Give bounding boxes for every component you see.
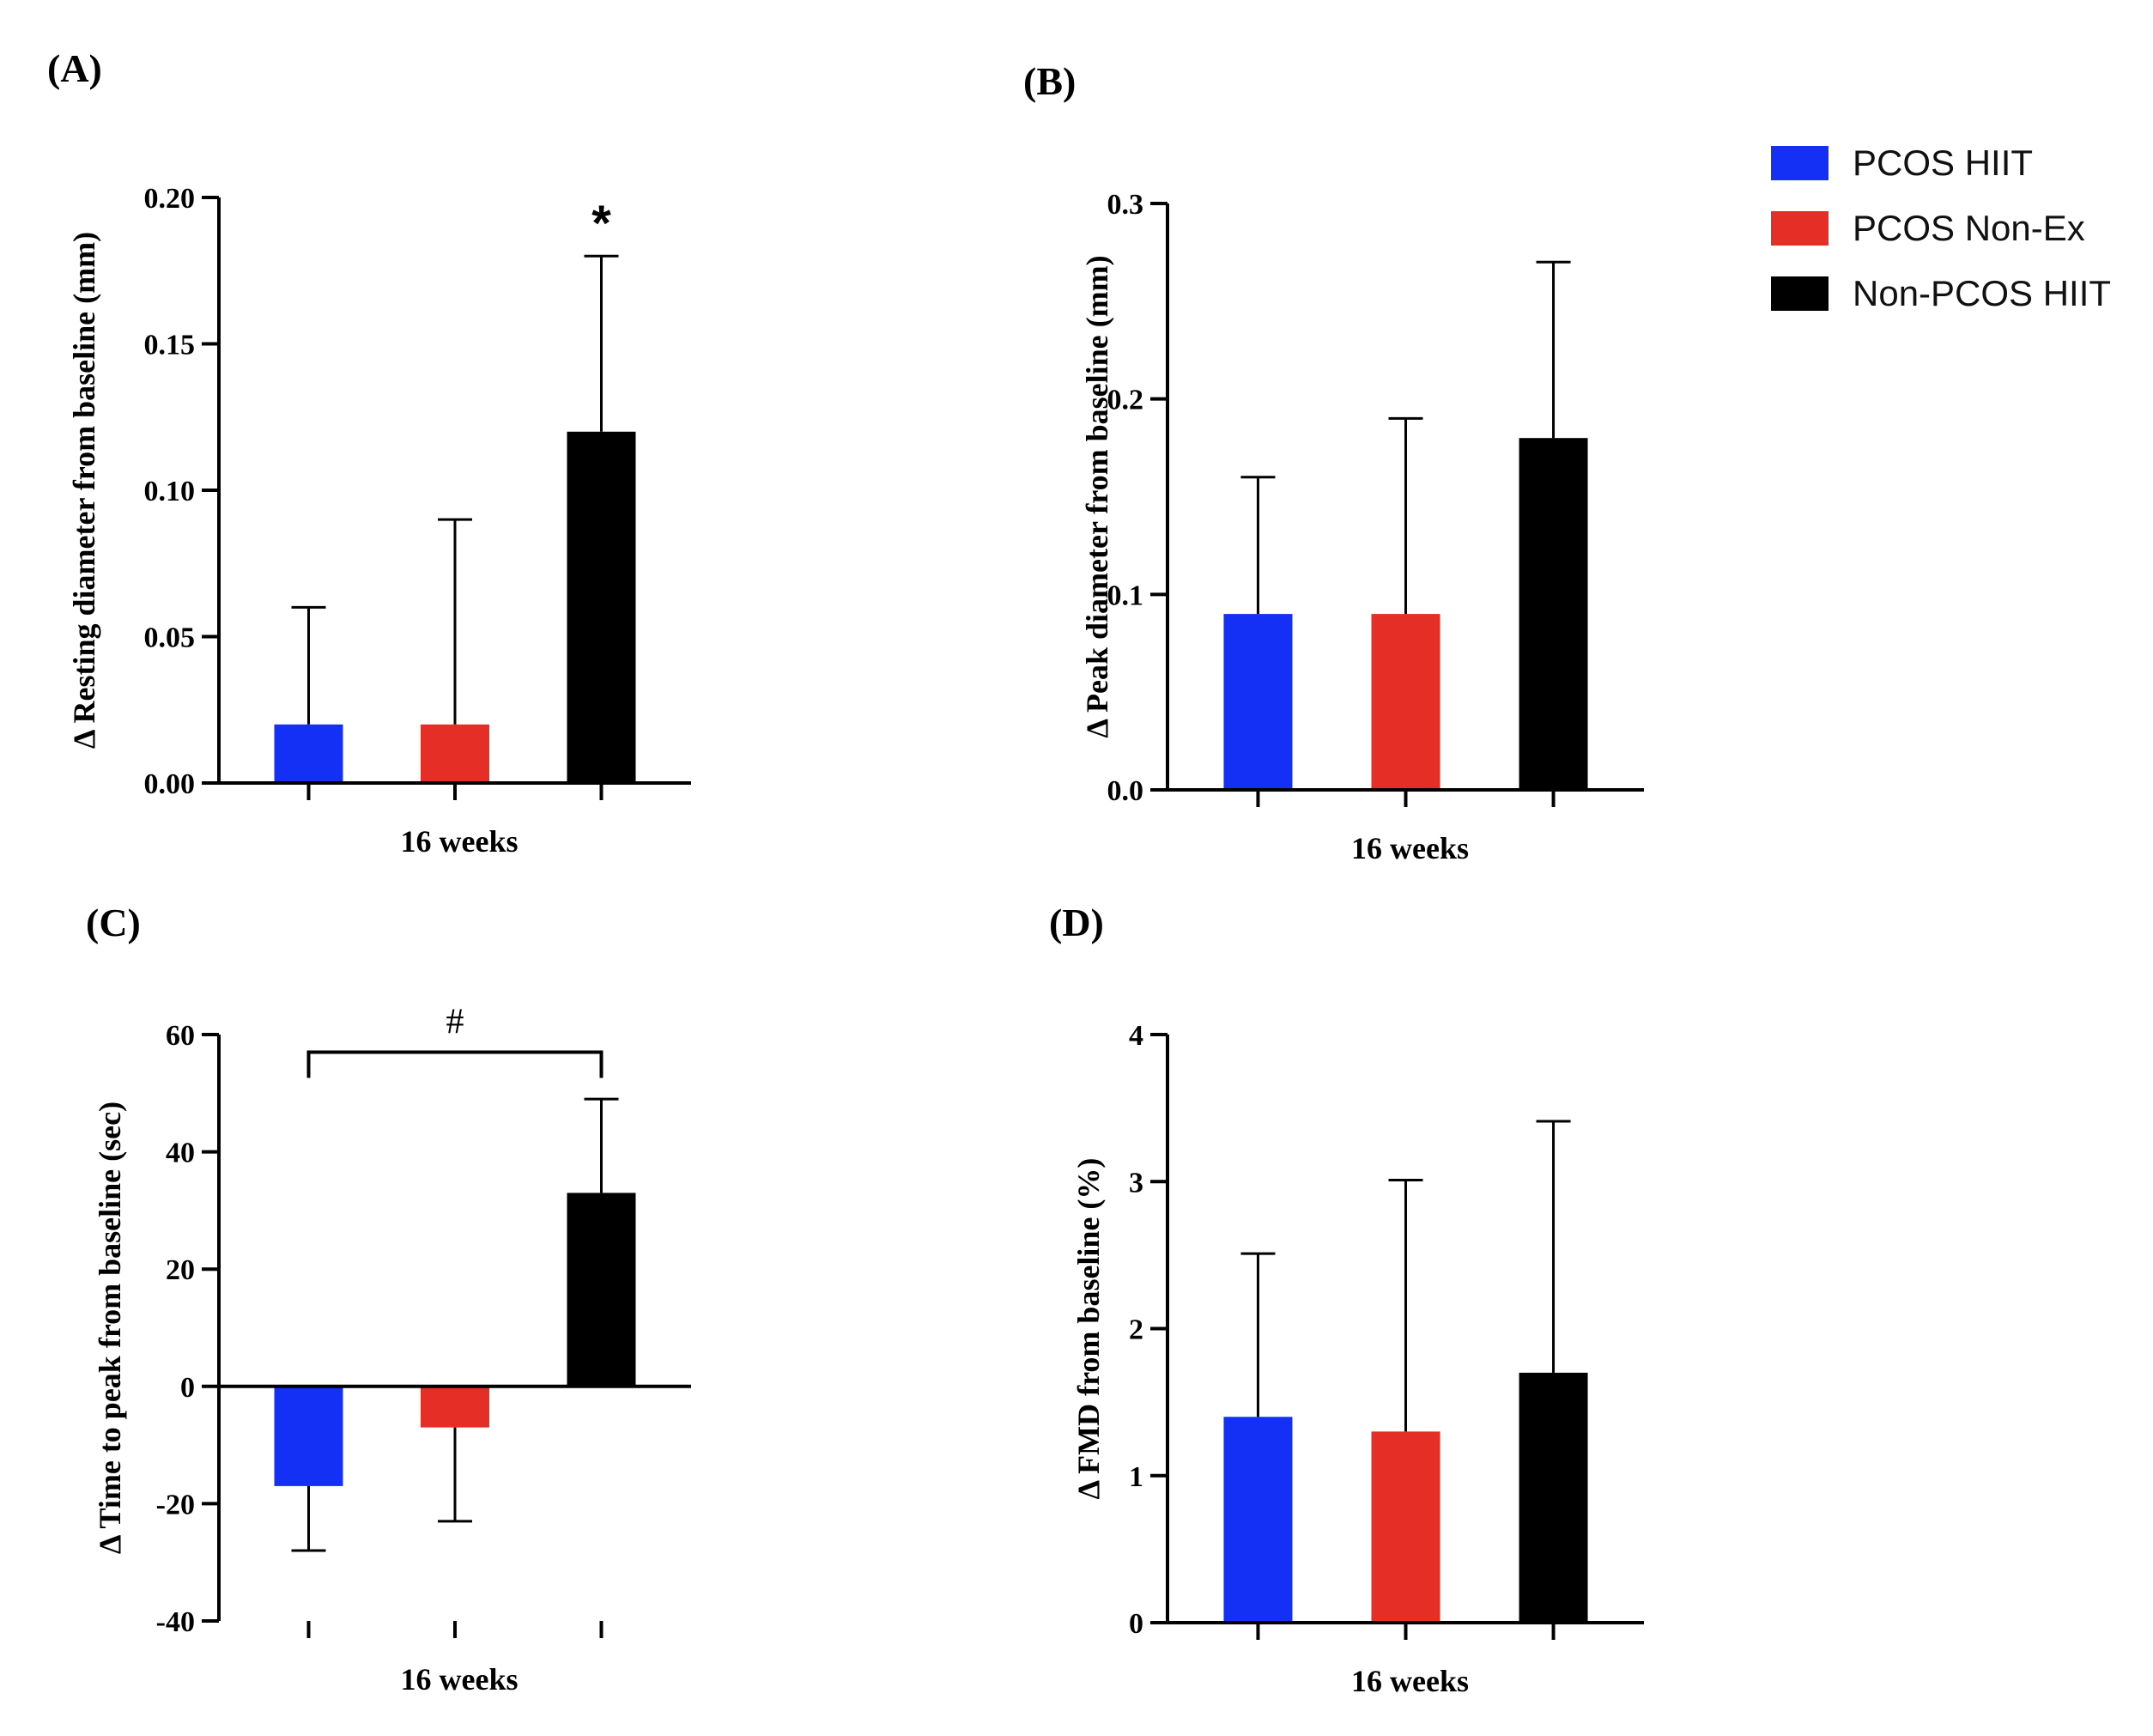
y-tick-label: 40: [166, 1138, 195, 1169]
y-tick-label: 20: [166, 1254, 195, 1286]
legend-label: PCOS Non-Ex: [1853, 208, 2085, 248]
error-bar: [291, 605, 326, 725]
bar-pcos-hiit: [1223, 1417, 1293, 1623]
y-tick-label: 1: [1129, 1461, 1143, 1493]
significance-hash: #: [446, 1002, 464, 1041]
bar-pcos-hiit: [274, 724, 343, 783]
significance-star: *: [591, 196, 611, 252]
legend-swatch: [1771, 276, 1829, 311]
y-tick-label: 3: [1129, 1167, 1143, 1199]
significance-bracket: #: [306, 1002, 603, 1078]
y-axis-label: Δ FMD from baseline (%): [1071, 1158, 1106, 1500]
legend: PCOS HIIT PCOS Non-Ex Non-PCOS HIIT: [1771, 143, 2111, 313]
x-axis-label: 16 weeks: [1351, 1664, 1469, 1698]
legend-item: PCOS HIIT: [1771, 143, 2033, 183]
legend-swatch: [1771, 211, 1829, 246]
error-bar: [1240, 476, 1276, 615]
error-bar: [291, 1485, 326, 1552]
bar-non-pcos-hiit: [567, 1193, 636, 1387]
error-bar: [438, 1427, 472, 1523]
x-axis-label: 16 weeks: [401, 1662, 519, 1697]
y-tick-label: 0.20: [144, 183, 196, 215]
x-axis-label: 16 weeks: [1351, 831, 1469, 865]
bar-pcos-non-ex: [1371, 1431, 1440, 1623]
panel-d: (D) 0 1 2 3 4 Δ FMD from baseline (%) 16 weeks: [1049, 901, 1644, 1698]
y-tick-label: 0.2: [1107, 385, 1144, 416]
legend-label: Non-PCOS HIIT: [1853, 273, 2111, 313]
bar-pcos-non-ex: [1371, 614, 1440, 790]
error-bar: [1536, 260, 1571, 439]
y-axis-label: Δ Peak diameter from baseline (mm): [1080, 255, 1114, 737]
error-bar: [1536, 1120, 1571, 1373]
y-axis-label: Δ Resting diameter from baseline (mm): [67, 232, 101, 749]
y-tick-label: 0.3: [1107, 189, 1144, 221]
x-axis-label: 16 weeks: [401, 824, 519, 859]
error-bar: [1240, 1252, 1276, 1417]
bar-pcos-non-ex: [421, 724, 489, 783]
legend-item: Non-PCOS HIIT: [1771, 273, 2111, 313]
panel-label: (D): [1049, 901, 1104, 944]
y-tick-label: 0.1: [1107, 580, 1144, 611]
bar-non-pcos-hiit: [1519, 1372, 1588, 1623]
y-axis-label: Δ Time to peak from baseline (sec): [93, 1102, 127, 1554]
panel-c: (C) -40 -20 0 20 40 60 Δ Time to peak from base…: [86, 901, 691, 1697]
y-tick-label: 0.05: [144, 622, 196, 654]
legend-item: PCOS Non-Ex: [1771, 208, 2085, 248]
panel-b: (B) 0.0 0.1 0.2 0.3 Δ Peak diameter from base…: [1023, 59, 1644, 865]
y-tick-label: 4: [1129, 1020, 1143, 1052]
y-tick-label: 0.10: [144, 476, 196, 507]
error-bar: [438, 518, 472, 725]
y-tick-label: 60: [166, 1020, 195, 1052]
panel-label: (C): [86, 901, 141, 944]
y-tick-label: -40: [156, 1606, 195, 1638]
y-tick-label: 0.0: [1107, 775, 1144, 807]
panel-a: (A) * 0.00 0.05 0.10 0.15 0.20 Δ Resting diamet…: [47, 46, 691, 859]
error-bar: [584, 254, 619, 432]
error-bar: [584, 1097, 619, 1193]
bar-pcos-non-ex: [421, 1386, 489, 1428]
bar-pcos-hiit: [1223, 614, 1293, 790]
bar-pcos-hiit: [274, 1386, 343, 1486]
panel-label: (A): [47, 46, 102, 90]
y-tick-label: 2: [1129, 1314, 1143, 1346]
error-bar: [1388, 416, 1423, 615]
y-tick-label: 0: [1129, 1608, 1143, 1640]
y-tick-label: 0.15: [144, 330, 196, 361]
panel-label: (B): [1023, 59, 1076, 103]
error-bar: [1388, 1179, 1423, 1432]
bar-non-pcos-hiit: [567, 431, 636, 783]
legend-label: PCOS HIIT: [1853, 143, 2033, 183]
y-tick-label: -20: [156, 1489, 195, 1521]
legend-swatch: [1771, 146, 1829, 180]
y-tick-label: 0.00: [144, 768, 196, 800]
bar-non-pcos-hiit: [1519, 438, 1588, 790]
y-tick-label: 0: [180, 1372, 195, 1404]
